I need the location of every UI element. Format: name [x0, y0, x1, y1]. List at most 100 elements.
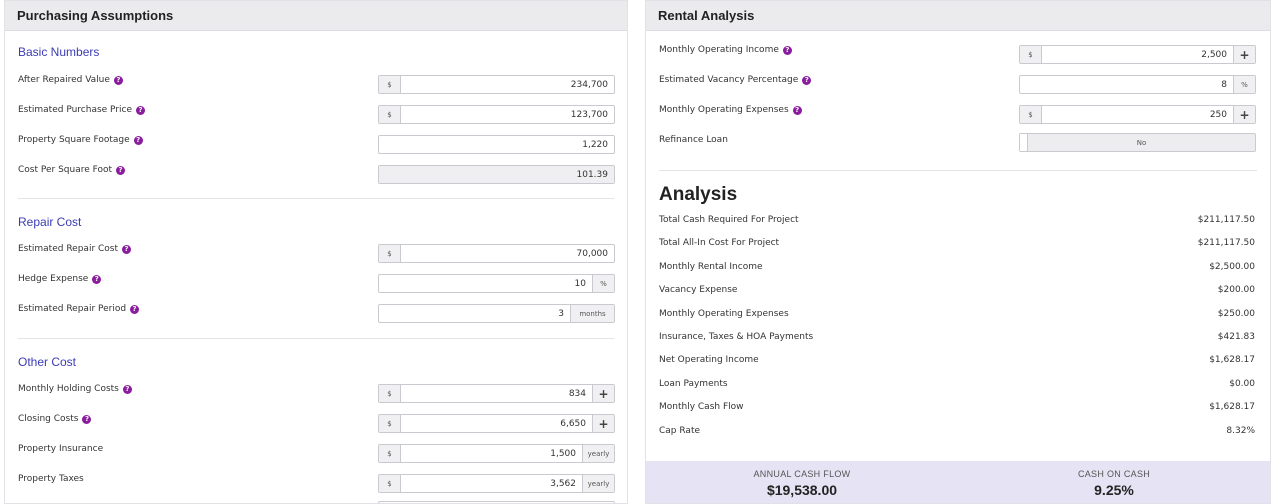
analysis-row-value: $421.83	[1217, 332, 1255, 342]
panel-header: Rental Analysis	[646, 1, 1270, 31]
field-value[interactable]: 10	[574, 278, 586, 289]
annual-cash-flow-cell: ANNUAL CASH FLOW $19,538.00	[646, 461, 958, 503]
dollar-prefix: $	[379, 475, 401, 492]
operating-income-input[interactable]: $ 2,500 +	[1019, 45, 1256, 64]
field-value[interactable]: 6,650	[560, 418, 586, 429]
analysis-row-label: Vacancy Expense	[659, 285, 738, 296]
field-value[interactable]: 834	[568, 388, 586, 399]
analysis-row: Vacancy Expense $200.00	[659, 283, 1255, 297]
cost-per-sqft-label: Cost Per Square Foot?	[18, 165, 126, 175]
property-insurance-input[interactable]: $ 1,500 yearly	[378, 444, 615, 463]
refinance-toggle[interactable]: No	[1019, 133, 1256, 152]
repair-period-input[interactable]: 3 months	[378, 304, 615, 323]
after-repaired-value-label: After Repaired Value?	[18, 75, 123, 85]
analysis-row-value: $250.00	[1217, 308, 1255, 319]
analysis-row: Monthly Rental Income $2,500.00	[659, 260, 1255, 274]
field-value[interactable]: 3	[558, 308, 564, 319]
annual-cash-flow-label: ANNUAL CASH FLOW	[753, 469, 851, 479]
analysis-row-label: Insurance, Taxes & HOA Payments	[659, 332, 814, 342]
dollar-prefix: $	[379, 445, 401, 462]
operating-expenses-label: Monthly Operating Expenses?	[659, 105, 802, 115]
help-icon[interactable]: ?	[122, 384, 132, 394]
analysis-row-label: Total All-In Cost For Project	[659, 238, 780, 249]
panel-header: Purchasing Assumptions	[5, 1, 627, 31]
holding-costs-label: Monthly Holding Costs?	[18, 384, 132, 394]
field-value[interactable]: 1,220	[582, 139, 608, 150]
help-icon[interactable]: ?	[122, 244, 132, 254]
analysis-row: Total Cash Required For Project $211,117.…	[659, 213, 1255, 227]
field-value[interactable]: 2,500	[1201, 49, 1227, 60]
field-value[interactable]: 8	[1221, 79, 1227, 90]
refinance-label: Refinance Loan	[659, 135, 728, 145]
analysis-row-label: Loan Payments	[659, 378, 728, 389]
analysis-row: Monthly Cash Flow $1,628.17	[659, 400, 1255, 414]
analysis-row-label: Monthly Rental Income	[659, 261, 763, 272]
yearly-suffix: yearly	[582, 475, 614, 492]
field-value[interactable]: 234,700	[570, 79, 608, 90]
divider	[18, 338, 614, 339]
analysis-row-label: Net Operating Income	[659, 355, 759, 366]
field-value[interactable]: 70,000	[576, 248, 609, 259]
closing-costs-input[interactable]: $ 6,650 +	[378, 414, 615, 433]
holding-costs-input[interactable]: $ 834 +	[378, 384, 615, 403]
vacancy-input[interactable]: 8 %	[1019, 75, 1256, 94]
analysis-row-label: Total Cash Required For Project	[659, 215, 799, 225]
cost-per-sqft-field: 101.39	[378, 165, 615, 184]
analysis-row-label: Cap Rate	[659, 425, 701, 436]
toggle-knob[interactable]	[1020, 134, 1028, 151]
section-title-repair: Repair Cost	[18, 215, 82, 229]
purchase-price-label: Estimated Purchase Price?	[18, 105, 146, 115]
yearly-suffix: yearly	[582, 445, 614, 462]
toggle-label: No	[1136, 138, 1147, 147]
property-taxes-input[interactable]: $ 3,562 yearly	[378, 474, 615, 493]
help-icon[interactable]: ?	[82, 414, 92, 424]
square-footage-label: Property Square Footage?	[18, 135, 143, 145]
field-value[interactable]: 3,562	[550, 478, 576, 489]
closing-costs-label: Closing Costs?	[18, 414, 92, 424]
analysis-row-value: 8.32%	[1226, 425, 1255, 436]
dollar-prefix: $	[1020, 106, 1042, 123]
help-icon[interactable]: ?	[133, 135, 143, 145]
percent-suffix: %	[592, 275, 614, 292]
dollar-prefix: $	[379, 385, 401, 402]
cash-on-cash-value: 9.25%	[1094, 482, 1134, 498]
add-button[interactable]: +	[1233, 106, 1255, 123]
analysis-row-value: $200.00	[1217, 285, 1255, 296]
add-button[interactable]: +	[592, 385, 614, 402]
divider	[659, 170, 1257, 171]
purchasing-assumptions-panel: Purchasing Assumptions Basic Numbers Aft…	[4, 0, 628, 504]
help-icon[interactable]: ?	[92, 274, 102, 284]
field-value[interactable]: 250	[1209, 109, 1227, 120]
add-button[interactable]: +	[592, 415, 614, 432]
add-button[interactable]: +	[1233, 46, 1255, 63]
help-icon[interactable]: ?	[792, 105, 802, 115]
hedge-expense-input[interactable]: 10 %	[378, 274, 615, 293]
help-icon[interactable]: ?	[113, 75, 123, 85]
analysis-row-value: $211,117.50	[1197, 238, 1255, 249]
repair-cost-label: Estimated Repair Cost?	[18, 244, 132, 254]
analysis-title: Analysis	[659, 184, 738, 205]
next-input-partial[interactable]	[378, 501, 615, 503]
analysis-row-value: $211,117.50	[1197, 215, 1255, 225]
dollar-prefix: $	[379, 415, 401, 432]
section-title-basic: Basic Numbers	[18, 45, 100, 59]
cash-on-cash-label: CASH ON CASH	[1077, 469, 1151, 479]
help-icon[interactable]: ?	[782, 45, 792, 55]
field-value[interactable]: 1,500	[550, 448, 576, 459]
purchase-price-input[interactable]: $ 123,700	[378, 105, 615, 124]
summary-bar: ANNUAL CASH FLOW $19,538.00 CASH ON CASH…	[646, 461, 1270, 503]
help-icon[interactable]: ?	[130, 304, 140, 314]
repair-cost-input[interactable]: $ 70,000	[378, 244, 615, 263]
help-icon[interactable]: ?	[136, 105, 146, 115]
square-footage-input[interactable]: 1,220	[378, 135, 615, 154]
hedge-expense-label: Hedge Expense?	[18, 274, 102, 284]
field-value[interactable]: 123,700	[570, 109, 608, 120]
panel-title: Purchasing Assumptions	[17, 8, 174, 23]
help-icon[interactable]: ?	[802, 75, 812, 85]
operating-expenses-input[interactable]: $ 250 +	[1019, 105, 1256, 124]
after-repaired-value-input[interactable]: $ 234,700	[378, 75, 615, 94]
analysis-row-value: $0.00	[1229, 378, 1255, 389]
help-icon[interactable]: ?	[116, 165, 126, 175]
property-insurance-label: Property Insurance	[18, 444, 104, 454]
analysis-row-label: Monthly Operating Expenses	[659, 308, 789, 319]
